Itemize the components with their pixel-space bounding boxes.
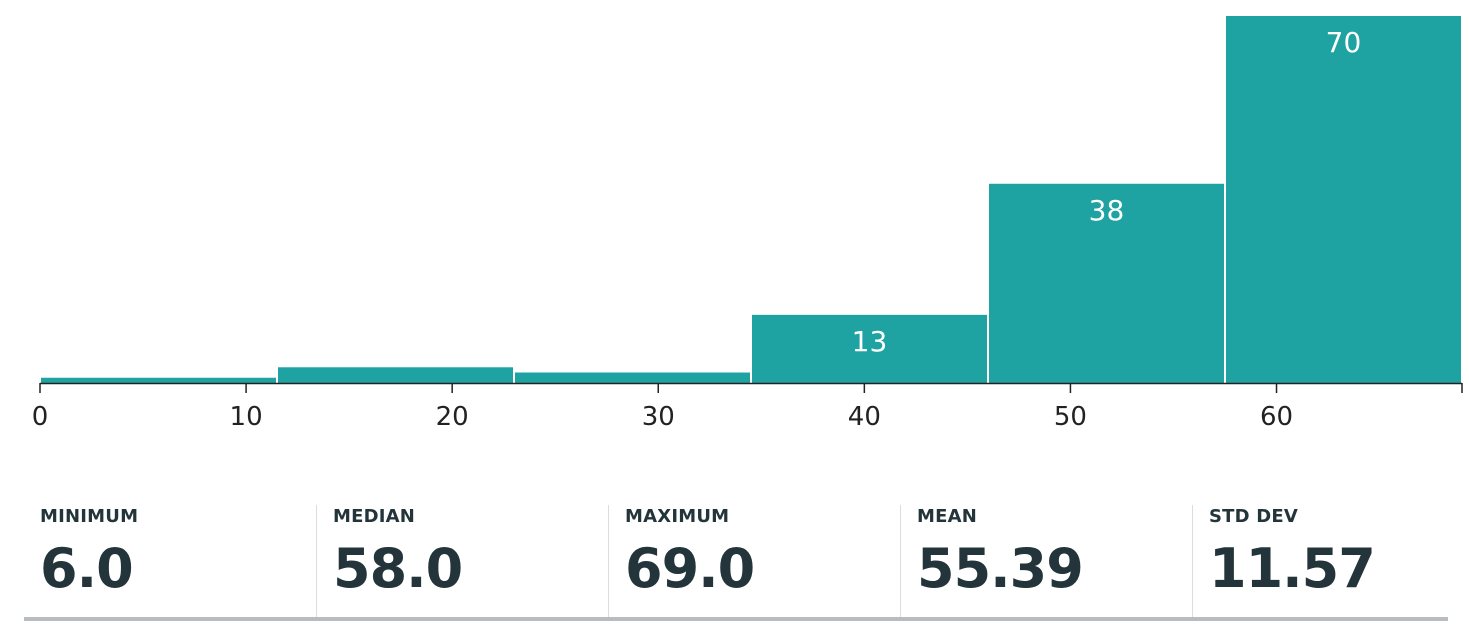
stat-minimum-label: MINIMUM — [40, 506, 139, 527]
bar-count-label: 13 — [852, 325, 888, 358]
histogram-bar — [989, 183, 1224, 383]
stat-maximum-label: MAXIMUM — [625, 506, 730, 527]
x-tick-label: 30 — [642, 402, 675, 432]
histogram-bar — [752, 314, 987, 383]
stat-median-label: MEDIAN — [333, 506, 416, 527]
stat-mean-label: MEAN — [917, 506, 978, 527]
x-axis: 0 10 20 30 40 50 60 — [32, 382, 1463, 432]
stats-underline — [24, 617, 1448, 621]
stat-std-dev-label: STD DEV — [1209, 506, 1299, 527]
stat-median: MEDIAN 58.0 — [316, 505, 608, 617]
x-tick-label: 0 — [32, 402, 49, 432]
x-tick-label: 20 — [436, 402, 469, 432]
bar-count-label: 70 — [1326, 26, 1362, 59]
stat-mean: MEAN 55.39 — [900, 505, 1192, 617]
stat-median-value: 58.0 — [333, 537, 463, 600]
histogram-bar — [1226, 16, 1461, 383]
x-tick-label: 40 — [848, 402, 881, 432]
x-tick-label: 60 — [1260, 402, 1293, 432]
histogram-bar — [278, 367, 513, 383]
histogram-bar — [41, 377, 276, 383]
stat-std-dev: STD DEV 11.57 — [1192, 505, 1469, 617]
bar-count-label: 38 — [1089, 194, 1125, 227]
stat-minimum: MINIMUM 6.0 — [24, 505, 316, 617]
histogram-bar — [515, 372, 750, 383]
stat-std-dev-value: 11.57 — [1209, 537, 1376, 600]
histogram-bars: 13 38 70 — [41, 16, 1461, 383]
stat-maximum-value: 69.0 — [625, 537, 755, 600]
x-tick-label: 50 — [1054, 402, 1087, 432]
stat-minimum-value: 6.0 — [40, 537, 134, 600]
summary-stats: MINIMUM 6.0 MEDIAN 58.0 MAXIMUM 69.0 MEA… — [24, 505, 1448, 617]
x-tick-label: 10 — [230, 402, 263, 432]
histogram-chart: 13 38 70 0 10 20 30 40 50 60 — [32, 16, 1463, 432]
stat-maximum: MAXIMUM 69.0 — [608, 505, 900, 617]
stat-mean-value: 55.39 — [917, 537, 1084, 600]
